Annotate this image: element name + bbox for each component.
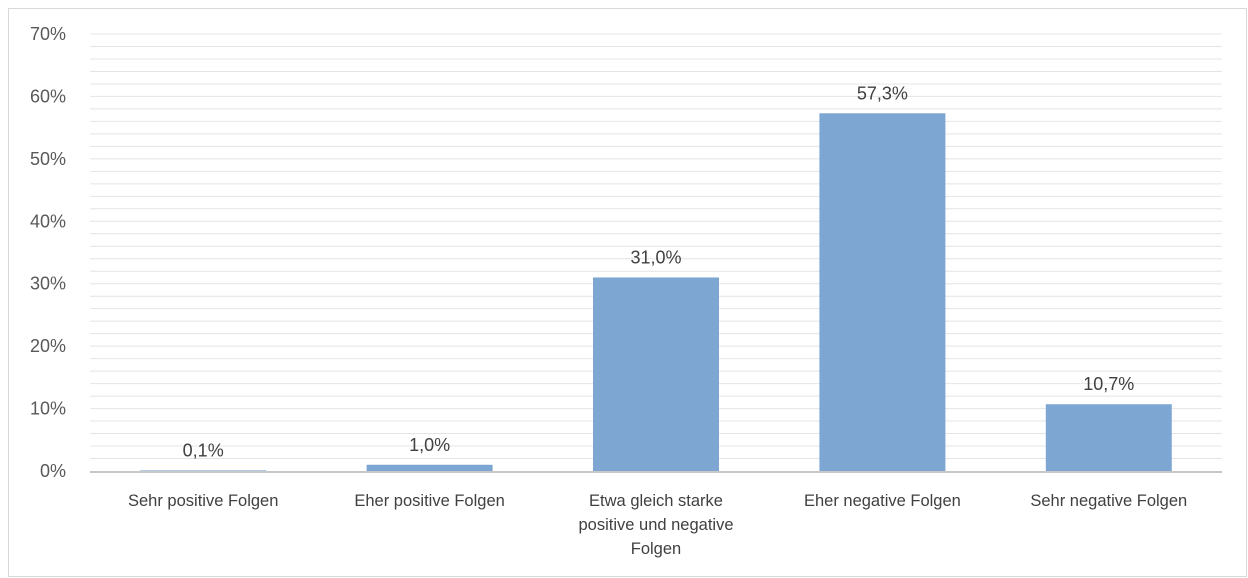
data-label: 31,0% <box>630 247 681 267</box>
x-axis: Sehr positive Folgen Eher positive Folgen… <box>90 471 1222 558</box>
x-category-label-line: positive und negative <box>578 516 733 534</box>
x-category-label: Etwa gleich starke positive und negative F… <box>578 492 733 558</box>
x-category-label: Sehr positive Folgen <box>128 492 278 510</box>
y-tick-label: 70% <box>30 24 66 44</box>
data-label: 57,3% <box>857 83 908 103</box>
y-tick-label: 40% <box>30 211 66 231</box>
x-category-label: Sehr negative Folgen <box>1030 492 1187 510</box>
y-tick-label: 10% <box>30 399 66 419</box>
x-category-label-line: Folgen <box>631 540 681 558</box>
data-label: 10,7% <box>1083 374 1134 394</box>
y-tick-label: 20% <box>30 336 66 356</box>
x-category-label-line: Sehr positive Folgen <box>128 492 278 510</box>
x-category-label-line: Etwa gleich starke <box>589 492 723 510</box>
x-category-label-line: Sehr negative Folgen <box>1030 492 1187 510</box>
bar <box>593 277 719 471</box>
x-category-label-line: Eher positive Folgen <box>354 492 504 510</box>
y-tick-label: 50% <box>30 149 66 169</box>
data-label: 0,1% <box>183 440 224 460</box>
bars <box>140 113 1172 471</box>
bar <box>366 464 493 471</box>
data-labels: 0,1% 1,0% 31,0% 57,3% 10,7% <box>183 83 1135 460</box>
y-tick-label: 30% <box>30 274 66 294</box>
bar <box>140 470 267 471</box>
data-label: 1,0% <box>409 435 450 455</box>
x-category-label: Eher negative Folgen <box>804 492 961 510</box>
y-tick-label: 0% <box>40 461 66 481</box>
bar <box>1045 404 1172 471</box>
bar <box>819 113 946 471</box>
y-tick-label: 60% <box>30 86 66 106</box>
y-axis: 0% 10% 20% 30% 40% 50% 60% 70% <box>30 24 66 481</box>
x-category-label-line: Eher negative Folgen <box>804 492 961 510</box>
x-category-label: Eher positive Folgen <box>354 492 504 510</box>
